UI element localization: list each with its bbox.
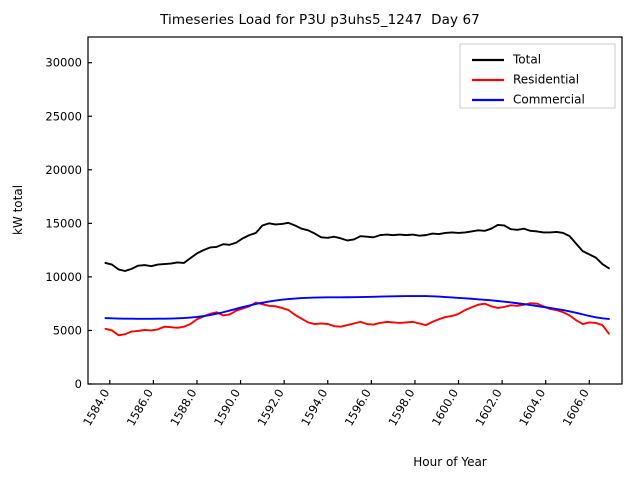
series-line-total: [104, 221, 610, 272]
x-tick-label: 1590.0: [211, 387, 243, 429]
x-axis-ticks: 1584.0 1586.0 1588.0 1590.0 1592.0 1594.0 1596…: [80, 380, 592, 428]
legend-entries: Total Residential Commercial: [472, 53, 585, 107]
legend-label-total: Total: [512, 53, 541, 67]
y-tick-label: 25000: [45, 109, 82, 123]
x-tick-label: 1596.0: [342, 387, 374, 429]
y-tick-label: 15000: [45, 216, 82, 230]
x-tick-label: 1592.0: [255, 387, 287, 429]
x-tick-label: 1602.0: [472, 387, 504, 429]
y-tick-label: 20000: [45, 163, 82, 177]
y-axis-label: kW total: [11, 185, 25, 235]
x-tick-label: 1584.0: [80, 387, 112, 429]
data-series-group: [104, 221, 610, 337]
legend-box: [459, 43, 616, 109]
x-tick-label: 1600.0: [429, 387, 461, 429]
y-axis-ticks: 0 5000 10000 15000 20000 25000 30000: [45, 56, 92, 391]
legend-label-commercial: Commercial: [513, 93, 585, 107]
x-tick-label: 1604.0: [516, 387, 548, 429]
x-tick-label: 1598.0: [385, 387, 417, 429]
y-tick-label: 30000: [45, 56, 82, 70]
x-tick-label: 1594.0: [298, 387, 330, 429]
y-tick-label: 0: [75, 377, 82, 391]
chart-title: Timeseries Load for P3U p3uhs5_1247 Day …: [160, 12, 480, 28]
x-tick-label: 1606.0: [560, 387, 592, 429]
x-tick-label: 1588.0: [167, 387, 199, 429]
x-tick-label: 1586.0: [124, 387, 156, 429]
chart-legend: Total Residential Commercial: [459, 43, 616, 109]
x-axis-label: Hour of Year: [413, 455, 487, 469]
series-line-commercial: [104, 295, 610, 320]
y-tick-label: 10000: [45, 270, 82, 284]
legend-label-residential: Residential: [513, 73, 579, 87]
y-tick-label: 5000: [53, 323, 82, 337]
